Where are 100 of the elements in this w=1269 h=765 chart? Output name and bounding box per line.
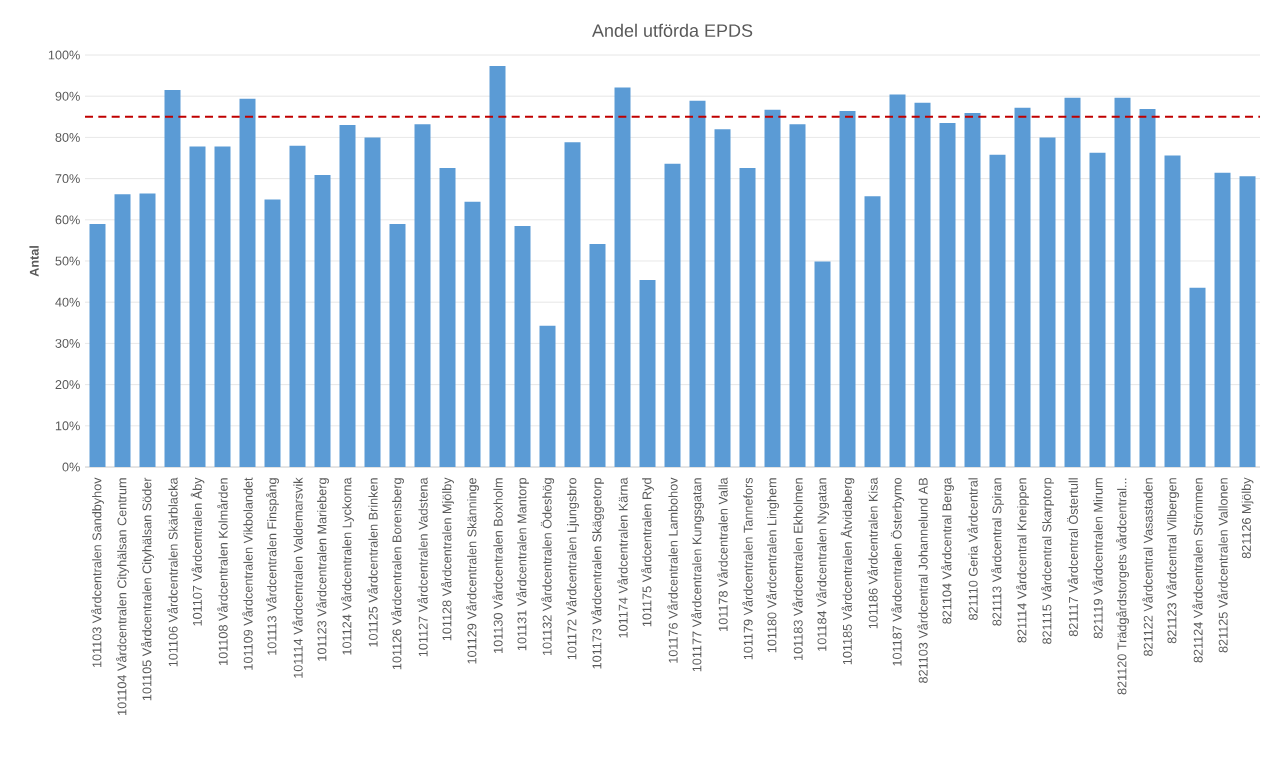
x-tick-label: 821103 Vårdcentral Johannelund AB <box>917 478 928 683</box>
bar <box>764 109 781 467</box>
x-tick-label: 101108 Vårdcentralen Kolmården <box>217 478 228 665</box>
x-tick-label: 101130 Vårdcentralen Boxholm <box>492 478 503 653</box>
bar <box>564 142 581 467</box>
y-tick-label: 80% <box>55 132 80 142</box>
x-tick-label: 101105 Vårdcentralen Cityhälsan Söder <box>141 477 154 701</box>
bar <box>1064 97 1081 467</box>
bar <box>164 90 181 467</box>
bar <box>864 196 881 467</box>
bar <box>1164 155 1181 467</box>
bar <box>689 100 706 467</box>
x-tick-label: 821114 Vårdcentral Kneippen <box>1016 478 1029 643</box>
bar <box>939 122 956 467</box>
bar <box>1039 137 1056 467</box>
y-tick-label: 30% <box>55 338 80 348</box>
x-tick-label: 101183 Vårdcentralen Ekholmen <box>792 478 803 660</box>
x-tick-label: 101104 Vårdcentralen Cityhälsan Centrum <box>116 478 129 715</box>
x-tick-label: 101185 Vårdcentralen Åtvidaberg <box>840 478 855 665</box>
x-tick-label: 101178 Vårdcentralen Valla <box>717 477 728 631</box>
bar <box>614 87 631 467</box>
chart-title: Andel utförda EPDS <box>592 23 753 37</box>
x-tick-label: 101103 Vårdcentralen Sandbyhov <box>91 477 104 668</box>
x-tick-label: 101124 Vårdcentralen Lyckorna <box>341 477 354 655</box>
x-tick-label: 821126 Mjölby <box>1241 477 1254 559</box>
bar <box>189 146 206 467</box>
bar <box>589 244 606 467</box>
x-tick-label: 101128 Vårdcentralen Mjölby <box>441 477 454 641</box>
bar <box>389 223 406 467</box>
x-tick-label: 101125 Vårdcentralen Brinken <box>367 478 378 647</box>
bar <box>1139 108 1156 467</box>
bar <box>489 66 506 467</box>
bar <box>239 98 256 467</box>
x-tick-label: 821120 Trädgårdstorgets vårdcentral... <box>1116 478 1129 695</box>
bar <box>89 223 106 467</box>
bar <box>139 193 156 467</box>
y-tick-label: 10% <box>55 421 80 431</box>
x-tick-label: 821125 Vårdcentralen Vallonen <box>1217 478 1228 653</box>
y-tick-label: 60% <box>55 215 80 225</box>
x-tick-label: 101113 Vårdcentralen Finspång <box>266 478 279 655</box>
y-tick-label: 90% <box>55 91 80 101</box>
x-tick-label: 101126 Vårdcentralen Borensberg <box>391 478 404 670</box>
bar <box>339 125 356 467</box>
bar <box>639 279 656 467</box>
x-tick-label: 821124 Vårdcentralen Strömmen <box>1192 478 1203 663</box>
y-tick-label: 0% <box>62 462 80 472</box>
x-tick-label: 821104 Vårdcentral Berga <box>941 477 954 624</box>
bar <box>1114 97 1131 467</box>
x-tick-label: 821117 Vårdcentral Östertull <box>1067 478 1078 637</box>
x-tick-label: 101176 Vårdcentralen Lambohov <box>667 477 678 663</box>
x-tick-label: 101187 Vårdcentralen Österbymo <box>890 477 905 666</box>
bar <box>289 145 306 467</box>
x-tick-label: 101172 Vårdcentralen Ljungsbro <box>566 477 579 660</box>
bar <box>314 174 331 467</box>
y-tick-label: 40% <box>55 297 80 307</box>
bar <box>964 113 981 467</box>
bar <box>464 201 481 467</box>
x-tick-label: 101180 Vårdcentralen Linghem <box>766 478 779 653</box>
bar <box>739 167 756 467</box>
y-tick-label: 20% <box>55 380 80 390</box>
x-tick-label: 101179 Vårdcentralen Tannefors <box>742 477 753 660</box>
x-tick-label: 821123 Vårdcentral Vilbergen <box>1166 478 1179 644</box>
x-tick-label: 101123 Vårdcentralen Marieberg <box>316 478 329 661</box>
bar <box>1014 107 1031 467</box>
x-tick-label: 101132 Vårdcentralen Ödeshög <box>540 478 555 656</box>
bar <box>1189 287 1206 467</box>
bar <box>1239 176 1256 467</box>
bar <box>439 167 456 467</box>
y-tick-label: 70% <box>55 174 80 184</box>
x-tick-label: 101175 Vårdcentralen Ryd <box>641 478 654 627</box>
x-tick-label: 101106 Vårdcentralen Skärblacka <box>167 477 178 667</box>
y-tick-label: 100% <box>48 50 80 60</box>
bar <box>989 154 1006 467</box>
bar <box>814 261 831 467</box>
x-tick-label: 101184 Vårdcentralen Nygatan <box>816 478 829 651</box>
x-tick-label: 821115 Vårdcentral Skarptorp <box>1041 477 1054 644</box>
x-tick-label: 101109 Vårdcentralen Vikbolandet <box>242 477 253 670</box>
x-tick-label: 101186 Vårdcentralen Kisa <box>867 477 878 629</box>
bar <box>414 124 431 467</box>
x-tick-label: 821122 Vårdcentral Vasastaden <box>1142 478 1153 656</box>
y-axis-title: Antal <box>29 246 39 277</box>
bar <box>839 111 856 467</box>
y-tick-label: 50% <box>55 256 80 266</box>
bar <box>664 163 681 467</box>
bar <box>1089 152 1106 467</box>
bar <box>539 325 556 467</box>
x-tick-label: 101114 Vårdcentralen Valdemarsvik <box>292 477 303 678</box>
bar <box>789 124 806 467</box>
x-tick-label: 101107 Vårdcentralen Åby <box>190 477 205 626</box>
x-tick-label: 101177 Vårdcentralen Kungsgatan <box>691 478 704 672</box>
bar <box>714 129 731 467</box>
bar <box>914 102 931 467</box>
bar <box>889 94 906 467</box>
bar <box>214 146 231 467</box>
x-tick-label: 101129 Vårdcentralen Skänninge <box>466 478 479 664</box>
bar <box>364 137 381 467</box>
bar <box>514 225 531 467</box>
bar <box>1214 172 1231 467</box>
x-tick-label: 101127 Vårdcentralen Vadstena <box>417 477 428 657</box>
bar <box>114 194 131 467</box>
